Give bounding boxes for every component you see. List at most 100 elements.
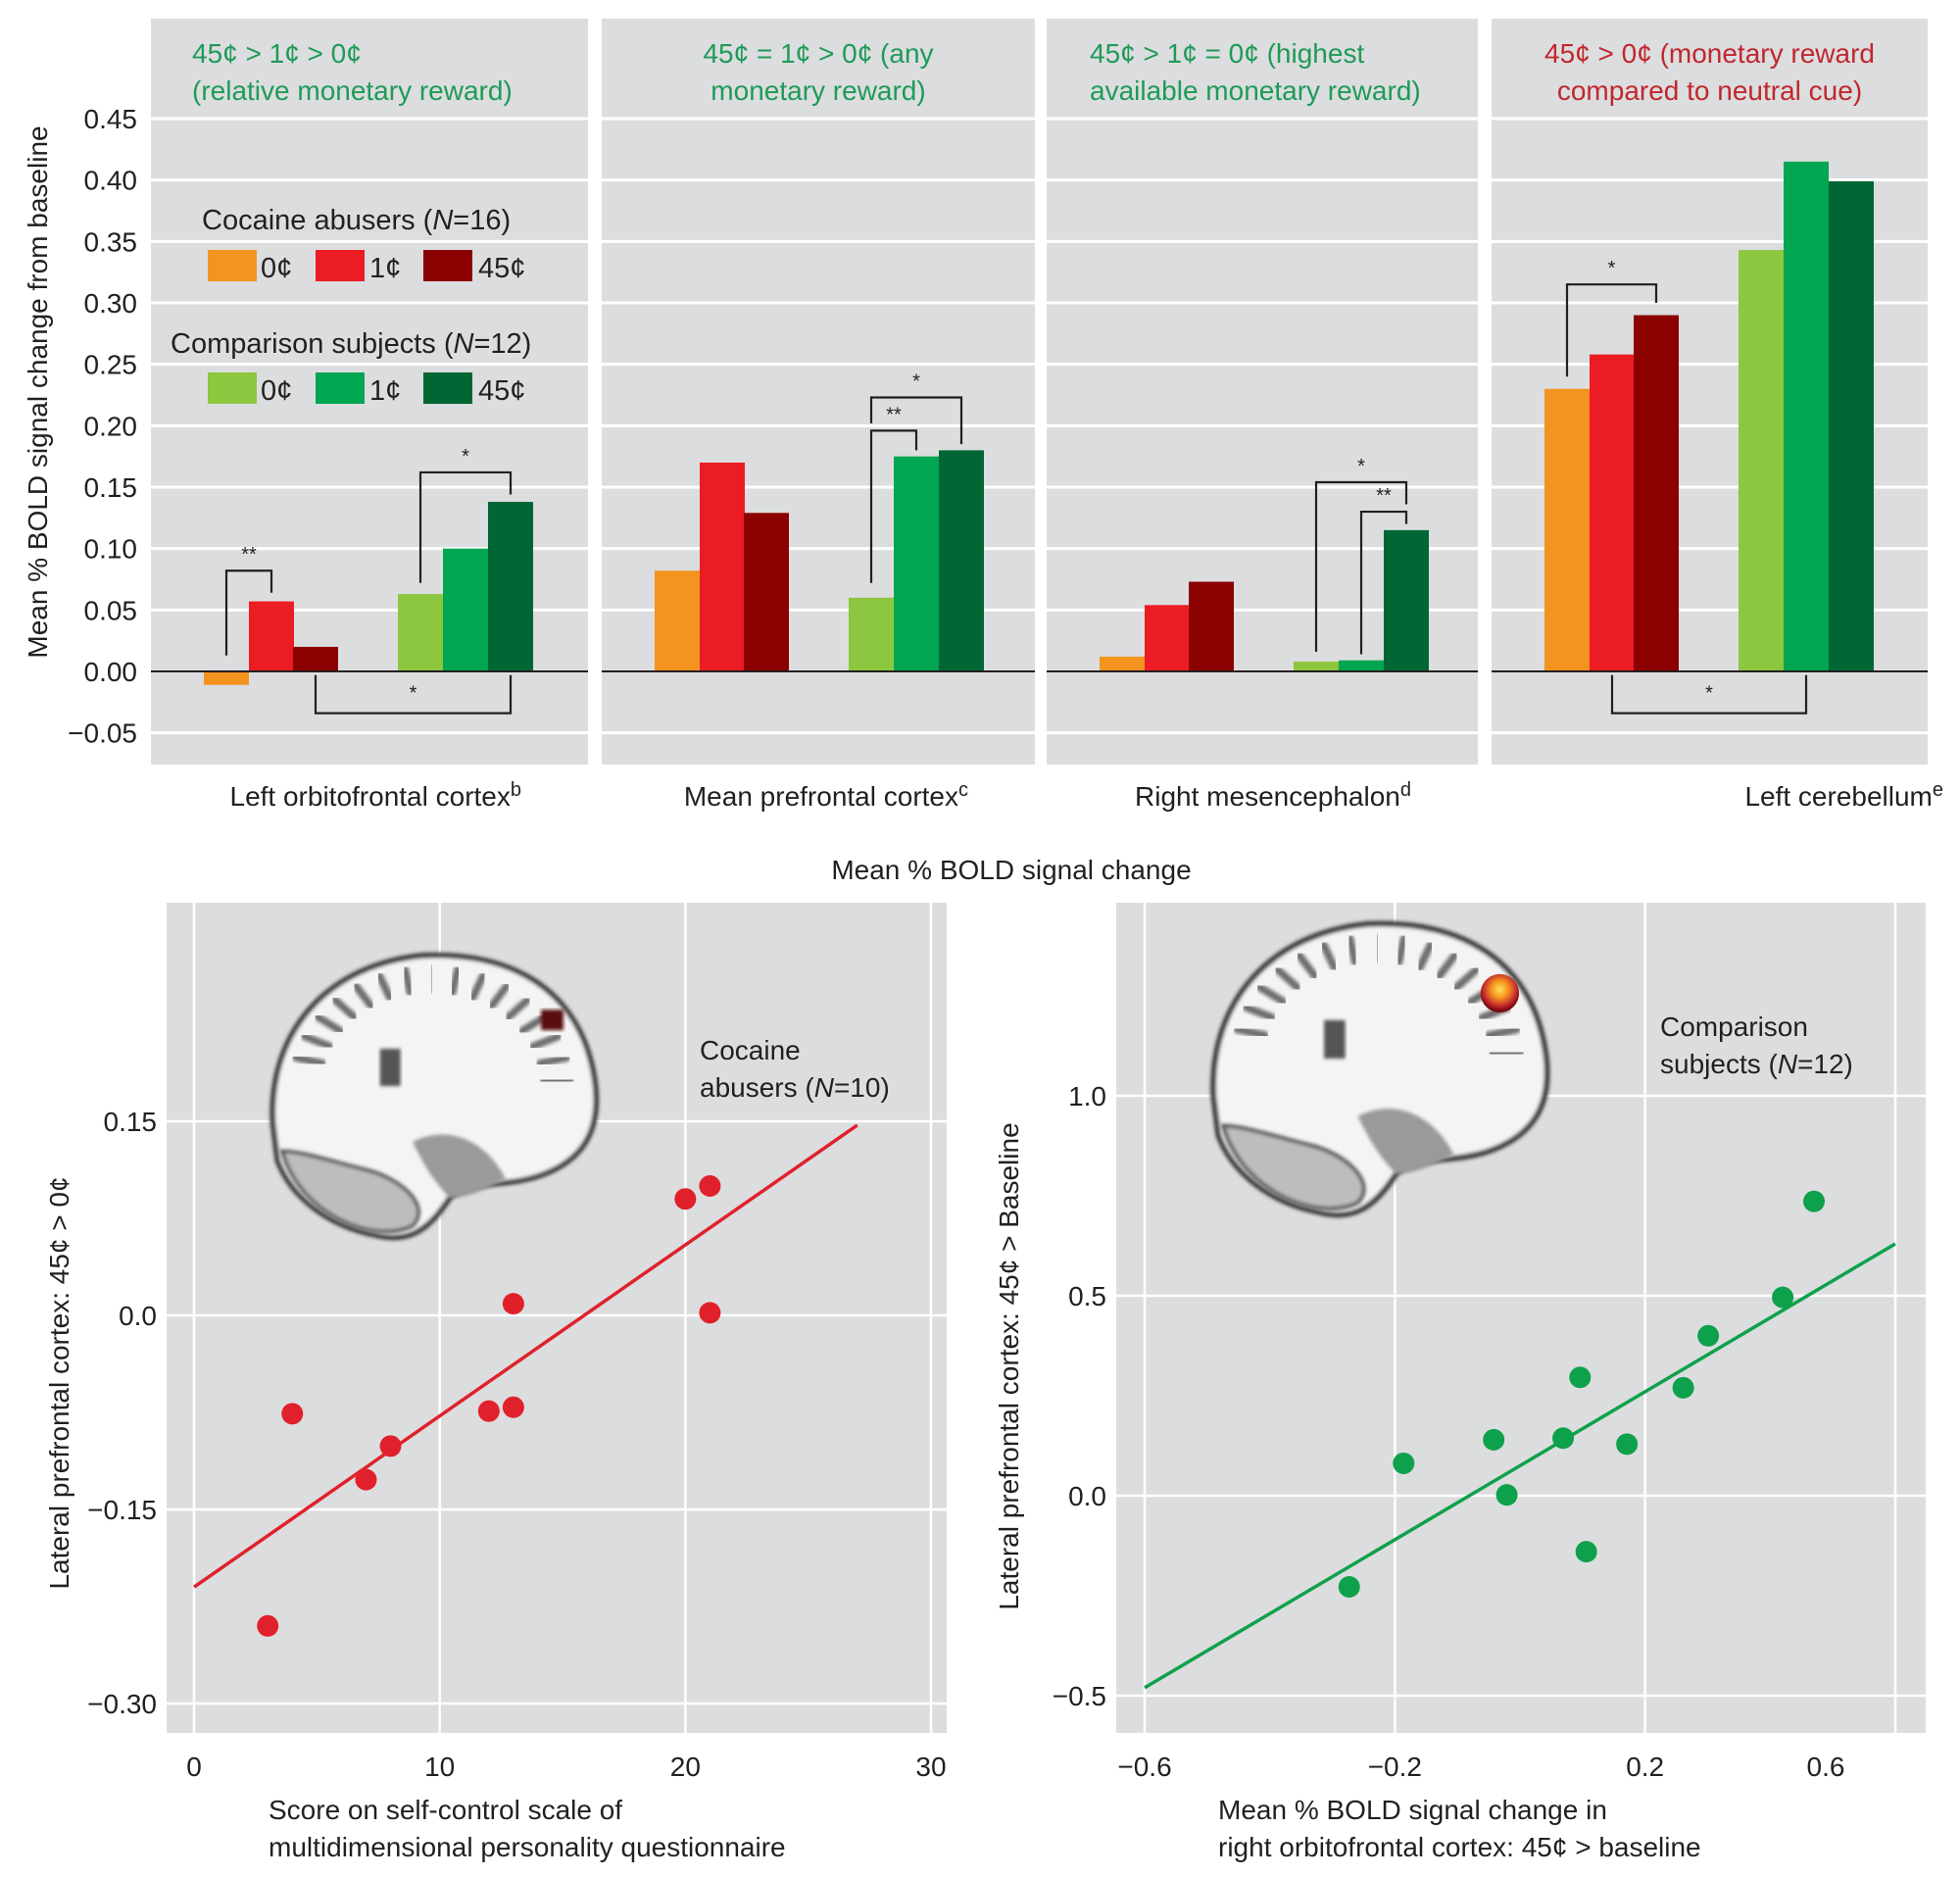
brain-gyrus: [1242, 1003, 1277, 1022]
bar-cocaine-1¢: [1145, 605, 1190, 671]
y-tick-label: 0.5: [1068, 1281, 1106, 1311]
bar-cocaine-1¢: [249, 601, 294, 671]
scatter-cocaine-abusers: 0 10 20 30 0.15 0.0 −0.15 −0.30 Score on self-co…: [44, 903, 947, 1862]
brain-gyrus: [1346, 934, 1359, 966]
brain-gyrus: [352, 982, 375, 1011]
legend-comparison-title: Comparison subjects (N=12): [171, 328, 531, 360]
x-axis-label-line2: multidimensional personality questionnai…: [269, 1832, 786, 1862]
y-tick-label: 0.10: [84, 534, 138, 565]
bar-comparison-0¢: [1294, 661, 1339, 671]
data-point: [674, 1188, 697, 1210]
y-tick-label: 0.25: [84, 350, 138, 380]
significance-bracket: [1565, 283, 1658, 377]
brain-gyrus: [468, 971, 487, 1002]
y-tick-label: −0.05: [68, 718, 137, 749]
data-point: [477, 1400, 500, 1422]
brain-gyrus: [300, 1032, 334, 1051]
brain-ventricle: [379, 1049, 401, 1086]
brain-gyrus: [528, 1032, 563, 1051]
bar-cocaine-0¢: [204, 671, 249, 685]
significance-bracket: [869, 396, 963, 445]
x-tick-label: 0.2: [1626, 1752, 1664, 1782]
legend-swatch-cocaine-1: [316, 250, 365, 281]
significance-marker: **: [241, 544, 257, 566]
regression-line: [1144, 1242, 1896, 1690]
brain-gyrus: [1415, 941, 1435, 972]
brain-gyrus: [401, 965, 415, 997]
region-label-4: Left cerebellume: [1744, 779, 1943, 812]
bar-cocaine-45¢: [293, 646, 338, 671]
data-point: [1575, 1541, 1597, 1563]
contrast-title-line2: (relative monetary reward): [192, 75, 513, 106]
y-tick-label: −0.30: [87, 1689, 157, 1719]
data-point: [1697, 1324, 1720, 1347]
legend: Cocaine abusers (N=16) Comparison subject…: [171, 205, 531, 407]
contrast-title-line2: compared to neutral cue): [1557, 75, 1862, 106]
brain-gyrus: [1452, 965, 1481, 992]
data-point: [502, 1293, 524, 1315]
bar-comparison-1¢: [443, 548, 488, 671]
data-point: [1672, 1376, 1694, 1399]
brain-mri-image: [270, 952, 600, 1241]
data-point: [699, 1175, 721, 1197]
region-label-2: Mean prefrontal cortexc: [684, 779, 968, 812]
top-y-ticks: 0.45 0.40 0.35 0.30 0.25 0.20 0.15 0.10 0.05 0.00…: [68, 104, 137, 749]
bar-comparison-45¢: [1384, 529, 1429, 671]
contrast-title-line1: 45¢ > 1¢ = 0¢ (highest: [1090, 38, 1364, 69]
significance-marker: *: [912, 371, 920, 393]
legend-cocaine-title: Cocaine abusers (N=16): [202, 205, 511, 236]
legend-swatch-comparison-2: [423, 372, 472, 404]
significance-marker: *: [462, 446, 469, 468]
data-point: [1772, 1286, 1794, 1309]
bar-cocaine-45¢: [744, 513, 789, 671]
bar-comparison-45¢: [1829, 180, 1874, 672]
legend-label: 45¢: [478, 375, 525, 407]
data-point: [281, 1403, 304, 1425]
significance-bracket: [418, 470, 513, 583]
regression-line: [193, 1123, 858, 1589]
significance-bracket: [1314, 480, 1408, 652]
bar-cocaine-1¢: [1590, 354, 1635, 671]
brain-gyrus: [504, 996, 532, 1021]
data-point: [1552, 1427, 1575, 1450]
bar-comparison-1¢: [1339, 660, 1384, 671]
brain-gyrus: [375, 971, 394, 1002]
brain-gyrus: [539, 1076, 575, 1085]
y-tick-label: 1.0: [1068, 1081, 1106, 1111]
brain-gyrus: [1233, 1025, 1269, 1040]
y-tick-label: −0.15: [87, 1495, 157, 1525]
brain-stem: [1357, 1109, 1454, 1174]
bar-comparison-0¢: [1739, 250, 1784, 671]
legend-swatch-cocaine-2: [423, 250, 472, 281]
brain-gyrus: [1255, 983, 1288, 1006]
data-point: [1495, 1484, 1518, 1507]
contrast-title-line2: monetary reward): [710, 75, 925, 106]
group-annotation-line2: abusers (N=10): [700, 1072, 890, 1103]
activation-cluster: [541, 1010, 564, 1030]
brain-gyrus: [1488, 1048, 1525, 1058]
brain-gyrus: [487, 982, 511, 1011]
data-point: [379, 1435, 402, 1457]
brain-ventricle: [1324, 1019, 1346, 1059]
x-axis-label-line2: right orbitofrontal cortex: 45¢ > baseli…: [1218, 1832, 1701, 1862]
y-tick-label: 0.00: [84, 657, 138, 687]
brain-gyrus: [331, 996, 359, 1021]
brain-gyrus: [291, 1054, 327, 1067]
bar-comparison-1¢: [1784, 161, 1829, 671]
region-label-1: Left orbitofrontal cortexb: [230, 779, 522, 812]
data-point: [699, 1302, 721, 1324]
bar-panels: 45¢ > 1¢ > 0¢ (relative monetary reward) *…: [151, 19, 1943, 812]
brain-mri-image: [1210, 920, 1550, 1218]
y-tick-label: 0.15: [84, 472, 138, 503]
y-axis-label: Lateral prefrontal cortex: 45¢ > Baselin…: [994, 1122, 1024, 1609]
group-annotation-line1: Comparison: [1660, 1012, 1808, 1042]
legend-swatch-comparison-1: [316, 372, 365, 404]
brain-gyrus: [1485, 1025, 1521, 1040]
y-tick-label: 0.40: [84, 166, 138, 196]
bar-cocaine-45¢: [1189, 581, 1234, 671]
x-axis-label-line1: Mean % BOLD signal change in: [1218, 1795, 1607, 1825]
significance-marker: *: [1357, 456, 1365, 477]
y-tick-label: 0.0: [1068, 1481, 1106, 1511]
legend-label: 1¢: [369, 375, 401, 407]
